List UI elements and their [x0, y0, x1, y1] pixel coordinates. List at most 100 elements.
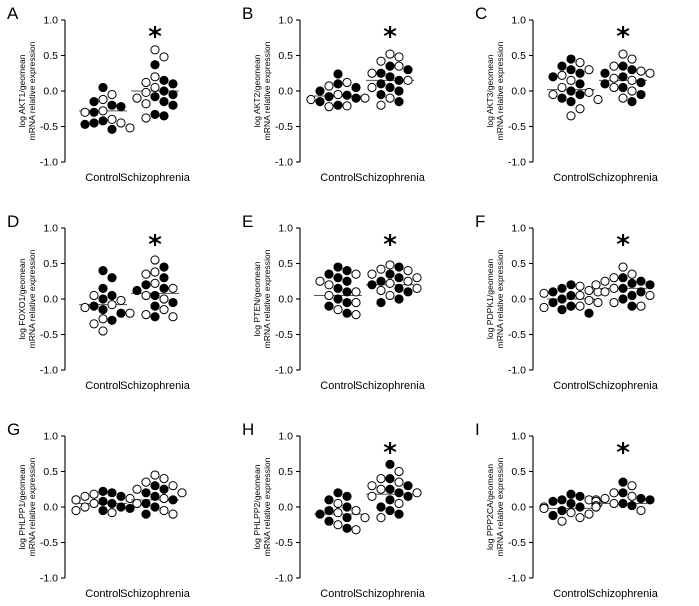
data-point-filled	[333, 294, 343, 304]
data-point-filled	[342, 297, 352, 308]
data-point-filled	[116, 491, 126, 501]
data-point-open	[159, 493, 169, 504]
data-point-filled	[566, 97, 576, 107]
data-point-filled	[627, 278, 637, 288]
data-point-open	[159, 474, 169, 484]
data-point-open	[150, 45, 160, 55]
data-point-open	[591, 280, 601, 290]
data-point-filled	[125, 503, 135, 514]
data-point-open	[367, 82, 377, 93]
data-point-open	[627, 269, 637, 279]
data-point-open	[394, 477, 404, 487]
data-point-open	[636, 301, 646, 311]
data-point-open	[645, 290, 655, 301]
significance-star: *	[383, 22, 397, 52]
data-point-filled	[333, 273, 343, 283]
significance-star: *	[148, 22, 162, 52]
y-axis-label-line1: log AKT2/geomean	[252, 54, 262, 127]
data-point-open	[351, 525, 361, 535]
data-point-open	[575, 513, 585, 523]
data-point-filled	[575, 89, 585, 100]
data-point-filled	[618, 488, 628, 498]
y-axis-label-line1: log AKT3/geomean	[485, 54, 495, 127]
data-point-filled	[566, 290, 576, 301]
data-point-filled	[566, 65, 576, 75]
data-point-open	[394, 498, 404, 509]
y-tick-label: 0.0	[511, 86, 526, 98]
y-tick-label: 0.5	[511, 258, 526, 270]
data-point-filled	[315, 97, 325, 107]
data-point-open	[636, 66, 646, 76]
data-point-filled	[394, 273, 404, 283]
y-tick-label: 0.5	[43, 258, 58, 270]
data-point-open	[539, 503, 549, 514]
y-axis-label-line1: log PDPK1/geomean	[485, 259, 495, 339]
data-point-filled	[132, 285, 142, 296]
data-point-filled	[342, 513, 352, 523]
data-point-open	[333, 498, 343, 509]
data-point-filled	[367, 280, 377, 290]
data-point-filled	[98, 294, 108, 304]
data-point-open	[141, 477, 151, 487]
y-tick-label: 0.0	[43, 294, 58, 306]
data-point-filled	[557, 93, 567, 103]
data-point-open	[385, 49, 395, 59]
panel-letter: I	[475, 420, 480, 439]
data-point-open	[80, 502, 90, 512]
data-point-open	[150, 82, 160, 93]
data-point-filled	[150, 109, 160, 120]
data-point-filled	[107, 315, 117, 325]
data-point-open	[645, 68, 655, 78]
y-tick-label: 1.0	[278, 223, 293, 235]
data-point-filled	[627, 500, 637, 511]
panel-letter: D	[7, 212, 19, 231]
category-label: Control	[553, 588, 588, 600]
data-point-filled	[159, 97, 169, 107]
data-point-open	[333, 520, 343, 530]
data-point-filled	[394, 283, 404, 293]
data-point-open	[385, 278, 395, 288]
y-tick-label: -1.0	[508, 573, 526, 585]
y-tick-label: 0.0	[278, 294, 293, 306]
panel-A: A 1.0 0.5 0.0 -0.5 -1.0 log AKT1/geomeanmRNA r…	[7, 4, 191, 184]
data-point-filled	[80, 119, 90, 129]
data-point-filled	[636, 493, 646, 504]
data-point-open	[609, 73, 619, 83]
data-point-open	[627, 491, 637, 501]
data-point-filled	[575, 68, 585, 78]
data-point-filled	[627, 290, 637, 301]
data-point-open	[98, 94, 108, 105]
category-label: Schizophrenia	[355, 172, 426, 184]
data-point-open	[141, 269, 151, 279]
data-point-open	[116, 118, 126, 128]
y-tick-label: 0.5	[278, 50, 293, 62]
data-point-open	[539, 288, 549, 298]
data-point-filled	[636, 276, 646, 286]
data-point-filled	[168, 89, 178, 100]
data-point-open	[324, 290, 334, 301]
significance-star: *	[616, 230, 630, 260]
data-point-filled	[627, 301, 637, 311]
data-point-open	[333, 305, 343, 315]
data-point-open	[412, 273, 422, 283]
data-point-open	[159, 305, 169, 315]
data-point-open	[376, 285, 386, 296]
data-point-open	[360, 513, 370, 523]
data-point-filled	[376, 89, 386, 100]
data-point-filled	[98, 305, 108, 315]
y-tick-label: 1.0	[511, 431, 526, 443]
data-point-open	[566, 508, 576, 518]
data-point-filled	[159, 283, 169, 293]
data-point-open	[600, 493, 610, 504]
panel-I: I 1.0 0.5 0.0 -0.5 -1.0 log PPP2CA/geomeanmRNA…	[475, 420, 659, 600]
significance-star: *	[148, 230, 162, 260]
data-point-filled	[575, 79, 585, 89]
data-point-open	[333, 508, 343, 518]
category-label: Control	[320, 588, 355, 600]
data-point-filled	[315, 86, 325, 96]
category-label: Control	[85, 172, 120, 184]
data-point-filled	[168, 297, 178, 308]
data-point-open	[342, 101, 352, 111]
data-point-filled	[575, 491, 585, 501]
data-point-filled	[150, 312, 160, 322]
